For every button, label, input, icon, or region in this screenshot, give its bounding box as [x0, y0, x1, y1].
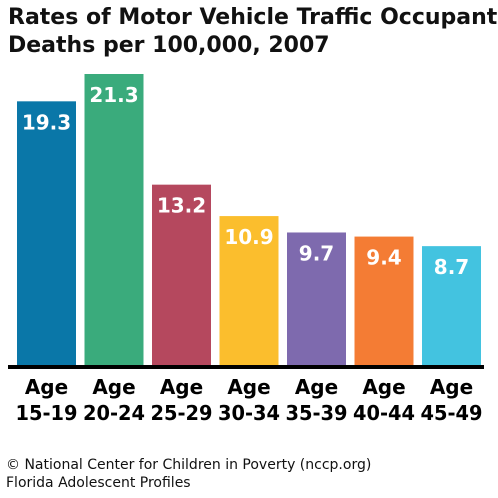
bar-value-label: 10.9 [224, 225, 273, 249]
x-tick-label-line2: 25-29 [151, 401, 213, 425]
x-tick-label-line2: 30-34 [218, 401, 280, 425]
x-tick-label-line2: 45-49 [421, 401, 483, 425]
x-tick-label-line1: Age [227, 375, 270, 399]
x-tick-label-line2: 20-24 [83, 401, 145, 425]
x-tick-label-line1: Age [160, 375, 203, 399]
copyright-footer: © National Center for Children in Povert… [6, 457, 372, 473]
bar-value-label: 21.3 [89, 83, 138, 107]
x-tick-label-line1: Age [295, 375, 338, 399]
bar-20-24 [84, 74, 144, 365]
x-tick-label-line1: Age [362, 375, 405, 399]
bar-value-label: 9.4 [366, 246, 401, 270]
bar-40-44 [354, 236, 414, 365]
chart-title-line-2: Deaths per 100,000, 2007 [8, 33, 330, 58]
x-tick-label-line2: 35-39 [286, 401, 348, 425]
bar-value-label: 13.2 [157, 194, 206, 218]
x-tick-label-line1: Age [92, 375, 135, 399]
bar-30-34 [219, 216, 279, 365]
x-tick-label-line2: 15-19 [16, 401, 78, 425]
x-tick-label-line1: Age [25, 375, 68, 399]
bar-value-label: 9.7 [299, 241, 334, 265]
bar-45-49 [422, 246, 481, 365]
bar-35-39 [287, 232, 346, 365]
x-tick-label-line1: Age [430, 375, 473, 399]
x-tick-label-line2: 40-44 [353, 401, 415, 425]
chart-title-line-1: Rates of Motor Vehicle Traffic Occupant [8, 5, 498, 30]
bar-25-29 [152, 184, 211, 365]
bar-value-label: 8.7 [434, 255, 469, 279]
source-footer: Florida Adolescent Profiles [6, 475, 191, 491]
bar-15-19 [17, 101, 76, 365]
bar-value-label: 19.3 [22, 110, 71, 134]
